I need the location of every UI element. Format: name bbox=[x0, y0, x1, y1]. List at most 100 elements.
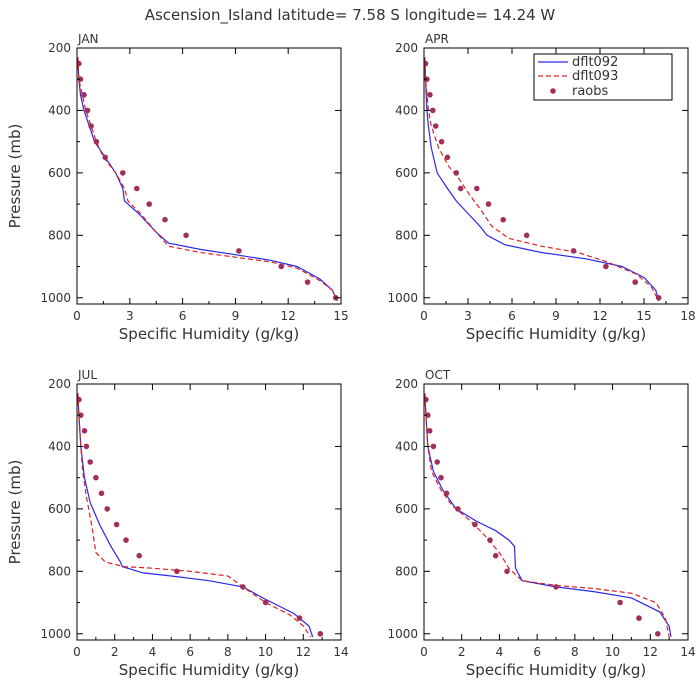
raobs-point bbox=[485, 201, 492, 207]
x-tick-label: 2 bbox=[458, 645, 466, 659]
raobs-point bbox=[424, 60, 429, 67]
dflt092-line bbox=[77, 393, 314, 638]
x-tick-label: 10 bbox=[605, 645, 620, 659]
raobs-point bbox=[523, 232, 530, 239]
x-tick-label: 12 bbox=[281, 309, 296, 323]
raobs-point bbox=[438, 138, 445, 145]
x-tick-label: 0 bbox=[420, 645, 428, 659]
x-tick-label: 8 bbox=[571, 645, 579, 659]
raobs-point bbox=[78, 412, 84, 419]
panel-frame bbox=[76, 383, 342, 641]
y-tick-label: 400 bbox=[48, 103, 71, 117]
dflt092-line bbox=[77, 57, 339, 302]
y-tick-label: 400 bbox=[395, 439, 418, 453]
raobs-point bbox=[570, 248, 577, 254]
raobs-point bbox=[81, 92, 87, 98]
raobs-point bbox=[134, 185, 140, 192]
y-tick-label: 600 bbox=[48, 502, 71, 516]
x-tick-label: 4 bbox=[496, 645, 504, 659]
x-tick-label: 12 bbox=[592, 309, 607, 323]
raobs-point bbox=[240, 584, 246, 590]
raobs-point bbox=[236, 248, 242, 254]
legend: dflt092 dflt093 raobs bbox=[533, 53, 673, 101]
raobs-point bbox=[455, 506, 461, 512]
raobs-point bbox=[603, 263, 609, 270]
raobs-point bbox=[304, 279, 311, 285]
panel-label: APR bbox=[425, 32, 449, 46]
raobs-point bbox=[174, 568, 180, 575]
dflt092-line bbox=[424, 393, 672, 638]
y-tick-label: 800 bbox=[48, 564, 71, 578]
panel-label: OCT bbox=[425, 368, 451, 382]
x-axis-label: Specific Humidity (g/kg) bbox=[466, 661, 646, 679]
raobs-point bbox=[443, 490, 450, 497]
y-axis-label: Pressure (mb) bbox=[6, 124, 24, 229]
x-tick-label: 6 bbox=[179, 309, 187, 323]
y-tick-label: 600 bbox=[395, 502, 418, 516]
dflt093-line bbox=[77, 393, 312, 638]
y-tick-label: 1000 bbox=[40, 291, 71, 305]
raobs-point bbox=[88, 123, 94, 129]
x-tick-label: 14 bbox=[333, 645, 348, 659]
raobs-point bbox=[655, 631, 661, 637]
raobs-point bbox=[183, 232, 189, 239]
panel-oct: 0 2 4 6 8 10 12 14 200 400 600 800 1000 OCT Specific H… bbox=[387, 368, 695, 679]
raobs-point bbox=[632, 279, 638, 285]
y-tick-label: 800 bbox=[395, 228, 418, 242]
raobs-point bbox=[162, 216, 168, 223]
y-tick-label: 1000 bbox=[387, 291, 418, 305]
raobs-point bbox=[444, 154, 451, 161]
x-tick-label: 18 bbox=[680, 309, 695, 323]
raobs-point bbox=[500, 216, 507, 223]
y-tick-label: 200 bbox=[395, 41, 418, 55]
raobs-point bbox=[655, 295, 662, 301]
raobs-point bbox=[432, 123, 439, 129]
legend-swatch-raobs bbox=[550, 88, 556, 94]
raobs-point bbox=[434, 459, 441, 465]
x-tick-label: 8 bbox=[224, 645, 232, 659]
y-tick-label: 200 bbox=[48, 377, 71, 391]
raobs-point bbox=[457, 185, 464, 192]
raobs-point bbox=[504, 568, 510, 575]
raobs-point bbox=[438, 474, 444, 481]
raobs-point bbox=[424, 396, 429, 403]
dflt092-line bbox=[424, 57, 660, 302]
raobs-point bbox=[492, 552, 499, 559]
dflt093-line bbox=[77, 57, 339, 302]
panel-label: JUL bbox=[77, 368, 97, 382]
x-tick-label: 6 bbox=[508, 309, 516, 323]
raobs-point bbox=[113, 521, 120, 528]
y-tick-label: 400 bbox=[48, 439, 71, 453]
y-axis-label: Pressure (mb) bbox=[6, 460, 24, 565]
raobs-point bbox=[104, 506, 110, 512]
raobs-point bbox=[83, 443, 90, 450]
y-tick-label: 400 bbox=[395, 103, 418, 117]
y-tick-label: 600 bbox=[48, 166, 71, 180]
raobs-point bbox=[98, 490, 105, 497]
y-tick-label: 200 bbox=[395, 377, 418, 391]
raobs-point bbox=[136, 552, 142, 559]
x-tick-label: 0 bbox=[73, 645, 81, 659]
raobs-point bbox=[472, 521, 478, 528]
y-tick-label: 1000 bbox=[40, 627, 71, 641]
raobs-point bbox=[426, 428, 433, 434]
raobs-point bbox=[146, 201, 152, 207]
raobs-point bbox=[87, 459, 93, 465]
y-tick-label: 200 bbox=[48, 41, 71, 55]
raobs-point bbox=[317, 631, 324, 637]
raobs-point bbox=[93, 474, 99, 481]
x-tick-label: 14 bbox=[680, 645, 695, 659]
raobs-point bbox=[77, 396, 82, 403]
raobs-point bbox=[102, 154, 108, 161]
raobs-point bbox=[427, 92, 433, 98]
raobs-point bbox=[617, 599, 623, 606]
raobs-point bbox=[296, 615, 303, 621]
x-tick-label: 12 bbox=[296, 645, 311, 659]
raobs-point bbox=[93, 138, 100, 145]
x-axis-label: Specific Humidity (g/kg) bbox=[119, 661, 299, 679]
y-tick-label: 800 bbox=[395, 564, 418, 578]
raobs-point bbox=[430, 107, 436, 114]
raobs-point bbox=[430, 443, 437, 450]
x-tick-label: 9 bbox=[232, 309, 240, 323]
